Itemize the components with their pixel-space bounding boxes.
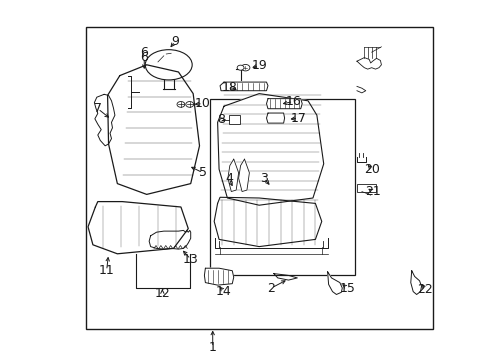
Polygon shape [266,113,284,123]
Text: 6: 6 [140,46,148,59]
Bar [228,115,239,124]
Text: 5: 5 [199,166,206,179]
Text: 11: 11 [99,264,114,277]
Polygon shape [217,94,323,205]
Bar [356,184,375,192]
Polygon shape [88,202,188,254]
Polygon shape [94,94,115,146]
Text: 12: 12 [154,287,170,300]
Text: 1: 1 [208,341,216,354]
Ellipse shape [145,50,192,80]
Circle shape [177,102,184,107]
Text: 4: 4 [224,172,232,185]
Polygon shape [410,271,421,294]
Text: 9: 9 [171,35,179,48]
Bar [85,27,432,329]
Text: 14: 14 [216,285,231,298]
Polygon shape [238,159,249,192]
Text: 17: 17 [290,112,305,125]
Text: 22: 22 [417,283,432,296]
Text: 16: 16 [285,95,301,108]
Polygon shape [227,159,238,192]
Polygon shape [204,268,233,285]
Text: 19: 19 [251,59,266,72]
Text: 7: 7 [94,102,102,115]
Text: 3: 3 [260,172,267,185]
Text: 10: 10 [195,97,210,110]
Polygon shape [327,272,342,294]
Circle shape [185,102,193,107]
Text: 6: 6 [140,51,148,64]
Circle shape [241,64,249,71]
Bar [210,99,354,275]
Polygon shape [220,82,267,91]
Polygon shape [107,65,199,194]
Polygon shape [149,230,190,249]
Text: 21: 21 [364,185,380,198]
Circle shape [237,65,244,70]
Text: 8: 8 [217,113,225,126]
Polygon shape [214,197,321,247]
Text: 20: 20 [363,163,379,176]
Text: 13: 13 [183,253,198,266]
Text: 18: 18 [222,81,237,94]
Text: 2: 2 [267,282,275,294]
Text: 15: 15 [339,282,354,294]
Polygon shape [266,99,302,109]
